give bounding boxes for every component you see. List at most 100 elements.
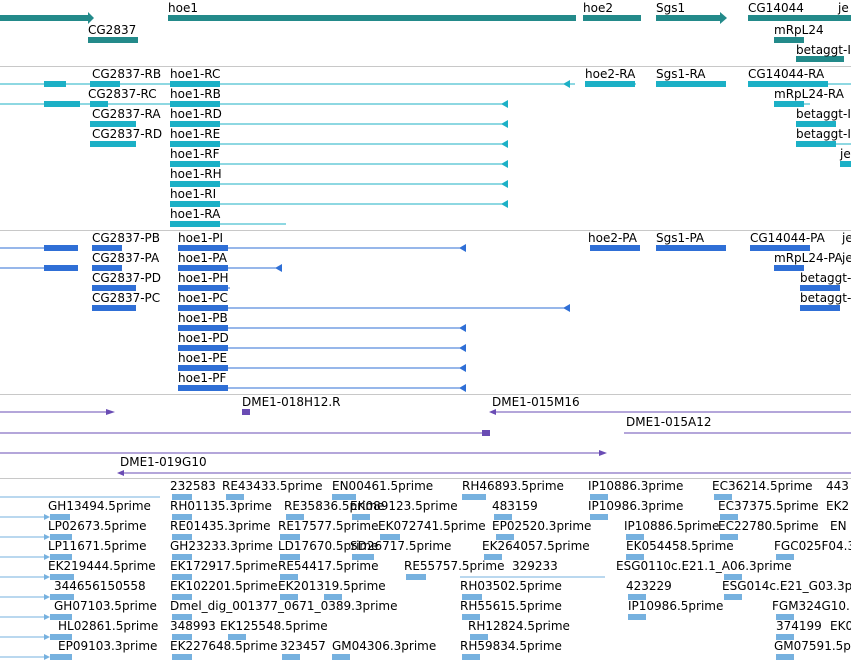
protein-label[interactable]: hoe1-PA — [178, 251, 227, 265]
est-label[interactable]: EK125548.5prime — [220, 619, 328, 633]
transcript-label[interactable]: hoe1-RI — [170, 187, 217, 201]
est-label[interactable]: EK227648.5prime — [170, 639, 278, 653]
est-label[interactable]: RE01435.3prime — [170, 519, 271, 533]
est-label[interactable]: LP02673.5prime — [48, 519, 147, 533]
est-label[interactable]: EK264057.5prime — [482, 539, 590, 553]
transcript-label[interactable]: CG2837-RC — [88, 87, 157, 101]
transcript-label[interactable]: hoe1-RD — [170, 107, 222, 121]
est-label[interactable]: EN — [830, 519, 847, 533]
est-label[interactable]: RH12824.5prime — [468, 619, 570, 633]
gene-label[interactable]: mRpL24 — [774, 23, 824, 37]
gene-label[interactable]: betaggt-I — [796, 43, 851, 57]
est-label[interactable]: LP11671.5prime — [48, 539, 147, 553]
est-label[interactable]: IP10986.3prime — [588, 499, 684, 513]
protein-label[interactable]: je — [842, 251, 851, 265]
transcript-label[interactable]: je — [840, 147, 851, 161]
transcript-label[interactable]: CG2837-RD — [92, 127, 163, 141]
est-label[interactable]: 443 — [826, 479, 849, 493]
transcript-label[interactable]: mRpL24-RA — [774, 87, 844, 101]
est-label[interactable]: EK219444.5prime — [48, 559, 156, 573]
est-label[interactable]: Dmel_dig_001377_0671_0389.3prime — [170, 599, 398, 613]
est-label[interactable]: EK072741.5prime — [378, 519, 486, 533]
protein-label[interactable]: CG2837-PA — [92, 251, 160, 265]
est-label[interactable]: EP09103.3prime — [58, 639, 158, 653]
protein-label[interactable]: betaggt- — [800, 291, 851, 305]
est-label[interactable]: LD17670.5prime — [278, 539, 379, 553]
est-label[interactable]: IP10886.3prime — [588, 479, 684, 493]
est-label[interactable]: 423229 — [626, 579, 672, 593]
est-label[interactable]: EK172917.5prime — [170, 559, 278, 573]
protein-label[interactable]: hoe1-PC — [178, 291, 228, 305]
est-label[interactable]: FGC025F04.3 — [774, 539, 851, 553]
est-label[interactable]: EK054458.5prime — [626, 539, 734, 553]
est-label[interactable]: EC36214.5prime — [712, 479, 813, 493]
protein-label[interactable]: betaggt- — [800, 271, 851, 285]
est-label[interactable]: RE17577.5prime — [278, 519, 379, 533]
est-label[interactable]: EK0 — [830, 619, 851, 633]
est-label[interactable]: EK102201.5prime — [170, 579, 278, 593]
est-label[interactable]: GH23233.3prime — [170, 539, 273, 553]
est-label[interactable]: FGM324G10. — [772, 599, 850, 613]
est-label[interactable]: RE54417.5prime — [278, 559, 379, 573]
est-label[interactable]: EC22780.5prime — [718, 519, 819, 533]
gene-label[interactable]: hoe1 — [168, 1, 198, 15]
est-label[interactable]: RE43433.5prime — [222, 479, 323, 493]
est-label[interactable]: RH55615.5prime — [460, 599, 562, 613]
est-label[interactable]: RE35836.5prime — [284, 499, 385, 513]
protein-label[interactable]: hoe2-PA — [588, 231, 637, 245]
est-label[interactable]: 329233 — [512, 559, 558, 573]
protein-label[interactable]: mRpL24-PA — [774, 251, 843, 265]
gene-label[interactable]: je — [838, 1, 849, 15]
est-label[interactable]: GM07591.5prime — [774, 639, 851, 653]
protein-label[interactable]: Sgs1-PA — [656, 231, 705, 245]
est-label[interactable]: RE55757.5prime — [404, 559, 505, 573]
transcript-label[interactable]: CG2837-RB — [92, 67, 162, 81]
protein-label[interactable]: CG14044-PA — [750, 231, 825, 245]
transcript-label[interactable]: hoe1-RA — [170, 207, 221, 221]
est-label[interactable]: 374199 — [776, 619, 822, 633]
est-label[interactable]: GM04306.3prime — [332, 639, 437, 653]
est-label[interactable]: ESG0110c.E21.1_A06.3prime — [616, 559, 792, 573]
est-label[interactable]: ESG014c.E21_G03.3p — [722, 579, 851, 593]
est-label[interactable]: 323457 — [280, 639, 326, 653]
transcript-label[interactable]: betaggt-I — [796, 127, 851, 141]
est-label[interactable]: IP10986.5prime — [628, 599, 724, 613]
est-label[interactable]: RH59834.5prime — [460, 639, 562, 653]
clone-label[interactable]: DME1-015M16 — [492, 395, 580, 409]
protein-label[interactable]: hoe1-PD — [178, 331, 229, 345]
est-label[interactable]: RH46893.5prime — [462, 479, 564, 493]
transcript-label[interactable]: hoe1-RH — [170, 167, 222, 181]
protein-label[interactable]: hoe1-PH — [178, 271, 229, 285]
transcript-label[interactable]: hoe1-RE — [170, 127, 221, 141]
est-label[interactable]: EP02520.3prime — [492, 519, 592, 533]
transcript-label[interactable]: hoe2-RA — [585, 67, 636, 81]
transcript-label[interactable]: CG14044-RA — [748, 67, 825, 81]
est-label[interactable]: 232583 — [170, 479, 216, 493]
est-label[interactable]: EK089123.5prime — [350, 499, 458, 513]
protein-label[interactable]: je — [842, 231, 851, 245]
est-label[interactable]: EC37375.5prime — [718, 499, 819, 513]
protein-label[interactable]: hoe1-PI — [178, 231, 224, 245]
protein-label[interactable]: hoe1-PF — [178, 371, 227, 385]
est-label[interactable]: SD26717.5prime — [350, 539, 452, 553]
protein-label[interactable]: hoe1-PB — [178, 311, 228, 325]
clone-label[interactable]: DME1-015A12 — [626, 415, 712, 429]
transcript-label[interactable]: CG2837-RA — [92, 107, 161, 121]
clone-label[interactable]: DME1-018H12.R — [242, 395, 341, 409]
transcript-label[interactable]: hoe1-RB — [170, 87, 221, 101]
gene-label[interactable]: hoe2 — [583, 1, 613, 15]
est-label[interactable]: EK201319.5prime — [278, 579, 386, 593]
transcript-label[interactable]: hoe1-RC — [170, 67, 221, 81]
gene-label[interactable]: CG14044 — [748, 1, 804, 15]
est-label[interactable]: GH13494.5prime — [48, 499, 151, 513]
clone-label[interactable]: DME1-019G10 — [120, 455, 207, 469]
protein-label[interactable]: CG2837-PC — [92, 291, 161, 305]
est-label[interactable]: 344656150558 — [54, 579, 146, 593]
gene-label[interactable]: CG2837 — [88, 23, 137, 37]
gene-label[interactable]: Sgs1 — [656, 1, 686, 15]
est-label[interactable]: HL02861.5prime — [58, 619, 159, 633]
est-label[interactable]: RH01135.3prime — [170, 499, 272, 513]
est-label[interactable]: EN00461.5prime — [332, 479, 434, 493]
